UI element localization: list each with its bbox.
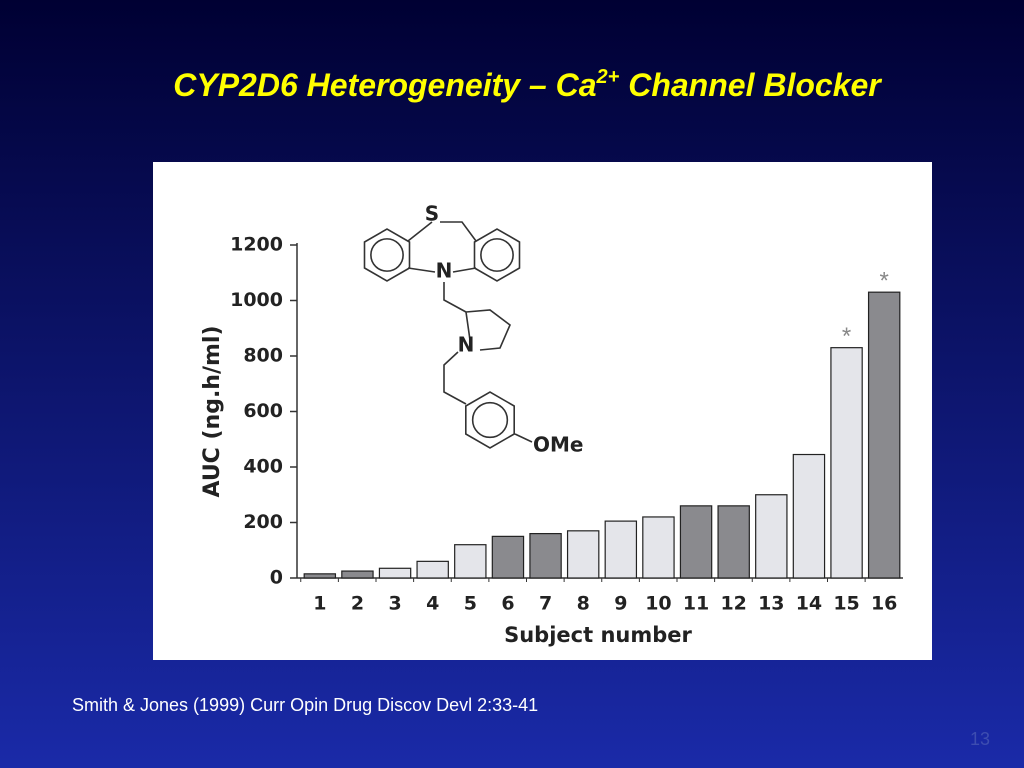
bar [679, 505, 713, 579]
page-number: 13 [970, 729, 990, 749]
x-tick-label: 14 [796, 593, 822, 615]
annotation: * [880, 268, 889, 295]
ring [473, 228, 521, 282]
x-tick-label: 16 [871, 593, 897, 615]
bar [303, 573, 337, 579]
atom-label: N [436, 259, 453, 283]
bonds [407, 221, 533, 443]
bar [491, 535, 525, 579]
x-tick-label: 6 [501, 593, 514, 615]
y-tick-label: 200 [243, 511, 283, 533]
title-text: CYP2D6 Heterogeneity – Ca [173, 67, 596, 103]
atom-label: OMe [533, 433, 583, 457]
x-tick-label: 8 [577, 593, 590, 615]
y-tick-label: 1000 [230, 289, 283, 311]
title-text: Channel Blocker [619, 67, 882, 103]
bar [867, 291, 901, 579]
y-tick-label: 600 [243, 400, 283, 422]
y-axis-title: AUC (ng.h/ml) [200, 325, 225, 497]
ring [363, 228, 411, 282]
x-tick-label: 11 [683, 593, 709, 615]
y-tick-label: 1200 [230, 234, 283, 256]
bar [642, 516, 675, 579]
x-tick-label: 3 [388, 593, 401, 615]
x-tick-label: 13 [758, 593, 784, 615]
chemical-structure: S N N OMe [363, 202, 583, 457]
atom-label: N [458, 333, 475, 357]
x-tick-label: 7 [539, 593, 552, 615]
x-tick-label: 1 [313, 593, 326, 615]
bar [378, 567, 412, 579]
bar [755, 494, 788, 579]
bar [341, 570, 374, 579]
ring-inner [480, 238, 514, 272]
bar [566, 530, 600, 579]
y-tick-label: 800 [243, 345, 283, 367]
ring-inner [370, 238, 404, 272]
x-tick-label: 4 [426, 593, 439, 615]
x-tick-label: 12 [720, 593, 746, 615]
atom-label: S [425, 202, 439, 226]
x-tick-label: 15 [833, 593, 859, 615]
slide-title: CYP2D6 Heterogeneity – Ca2+ Channel Bloc… [173, 66, 882, 103]
bar [529, 532, 562, 579]
y-tick-label: 400 [243, 456, 283, 478]
x-tick-label: 5 [464, 593, 477, 615]
ring-inner [471, 401, 509, 439]
citation: Smith & Jones (1999) Curr Opin Drug Disc… [72, 695, 538, 715]
ring [464, 391, 516, 449]
bar [604, 520, 638, 579]
x-tick-label: 9 [614, 593, 627, 615]
x-tick-label: 10 [645, 593, 671, 615]
x-tick-label: 2 [351, 593, 364, 615]
y-tick-label: 0 [270, 567, 283, 589]
title-superscript: 2+ [596, 66, 620, 88]
x-axis-title: Subject number [504, 623, 692, 647]
bar [792, 453, 826, 579]
bar [454, 544, 487, 579]
bar [717, 505, 750, 579]
bar [830, 347, 863, 579]
bar [416, 560, 449, 579]
annotation: * [842, 323, 851, 350]
